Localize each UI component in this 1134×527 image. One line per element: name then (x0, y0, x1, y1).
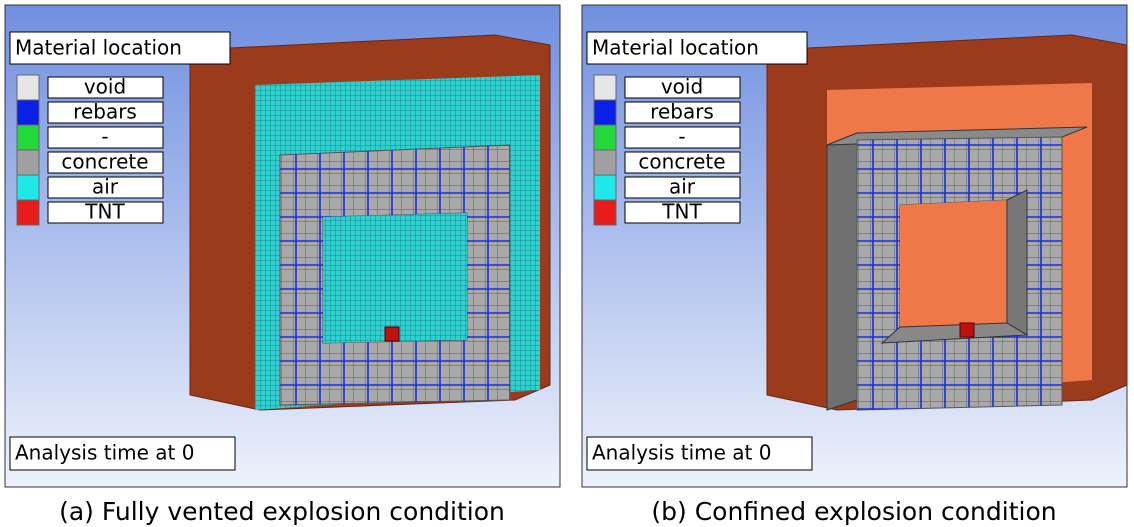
legend-label: rebars (650, 100, 714, 124)
legend-label: - (678, 125, 685, 149)
legend-swatch (594, 100, 616, 125)
legend-label: TNT (84, 200, 125, 224)
legend-swatch (17, 100, 39, 125)
figure: Material locationvoidrebars-concreteairT… (0, 0, 1134, 527)
legend-label: concrete (638, 150, 725, 174)
legend-title: Material location (15, 36, 182, 60)
inner-opening (900, 200, 1007, 327)
legend-label: rebars (73, 100, 137, 124)
legend-swatch (17, 125, 39, 150)
opening-side (1007, 190, 1027, 335)
tnt (960, 323, 974, 337)
legend-label: air (669, 175, 696, 199)
panel: Material location voidrebars-concreteairT… (582, 5, 1127, 526)
tnt (385, 327, 399, 341)
legend-swatch (17, 75, 39, 100)
legend-swatch (594, 200, 616, 225)
page: Material locationvoidrebars-concreteairT… (0, 0, 1134, 527)
legend-swatch (17, 200, 39, 225)
panel: Material location voidrebars-concreteairT… (5, 5, 560, 526)
caption: (b) Confined explosion condition (651, 497, 1056, 526)
inner-air (323, 213, 467, 343)
legend-label: TNT (661, 200, 702, 224)
legend-label: void (84, 75, 126, 99)
caption: (a) Fully vented explosion condition (59, 497, 505, 526)
legend-swatch (17, 175, 39, 200)
time-label: Analysis time at 0 (592, 441, 771, 465)
concrete-side (827, 133, 857, 410)
legend-swatch (17, 150, 39, 175)
legend-swatch (594, 75, 616, 100)
legend-label: concrete (61, 150, 148, 174)
legend-title: Material location (592, 36, 759, 60)
legend-label: void (661, 75, 703, 99)
legend-swatch (594, 175, 616, 200)
legend-label: air (92, 175, 119, 199)
legend-swatch (594, 150, 616, 175)
time-label: Analysis time at 0 (15, 441, 194, 465)
legend-swatch (594, 125, 616, 150)
legend-label: - (101, 125, 108, 149)
